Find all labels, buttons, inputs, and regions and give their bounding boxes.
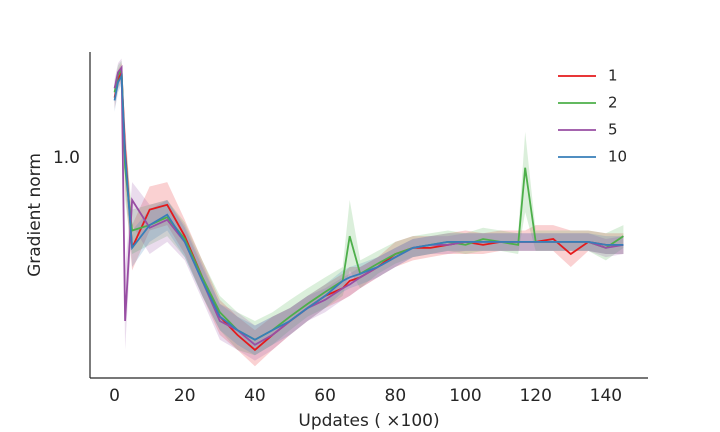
legend-label: 1 — [608, 67, 618, 85]
x-tick-label: 0 — [109, 386, 120, 406]
x-tick-label: 40 — [244, 386, 266, 406]
line — [113, 67, 624, 341]
x-tick-label: 60 — [314, 386, 336, 406]
y-axis-label: Gradient norm — [25, 153, 45, 277]
confidence-band — [114, 60, 624, 356]
confidence-band — [114, 67, 624, 356]
x-tick-label: 80 — [385, 386, 407, 406]
x-tick-label: 140 — [590, 386, 622, 406]
confidence-band — [114, 58, 624, 361]
line — [113, 64, 624, 346]
x-tick-label: 100 — [449, 386, 481, 406]
legend-label: 10 — [608, 148, 627, 166]
legend-label: 2 — [608, 94, 618, 112]
x-axis-label: Updates ( ×100) — [298, 411, 439, 431]
confidence-band — [114, 62, 624, 367]
line — [113, 72, 624, 341]
line — [113, 71, 624, 352]
y-tick-label: 1.0 — [53, 148, 80, 168]
legend-label: 5 — [608, 121, 618, 139]
x-tick-label: 120 — [519, 386, 551, 406]
x-tick-label: 20 — [174, 386, 196, 406]
